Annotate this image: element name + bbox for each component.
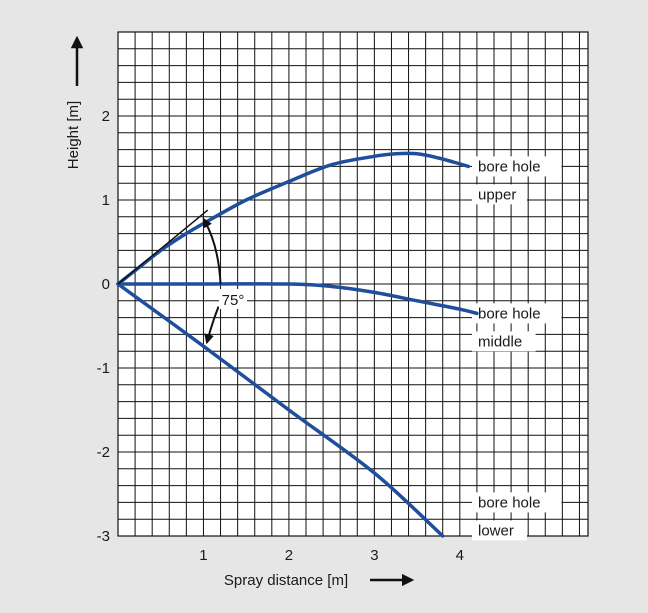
y-tick-label: 0 — [102, 276, 110, 293]
series-label-background — [472, 303, 562, 324]
angle-arrow-down — [204, 306, 220, 345]
series-label-background — [472, 520, 527, 541]
x-tick-label: 1 — [199, 547, 207, 564]
series-label: upper — [478, 186, 516, 203]
series-label: bore hole — [478, 494, 541, 511]
y-tick-label: 2 — [102, 108, 110, 125]
y-axis-label: Height [m] — [65, 101, 82, 169]
series-label-background — [472, 156, 562, 177]
y-tick-label: -3 — [97, 528, 110, 545]
series-labels: bore hole upper bore hole middle bore hole lo… — [472, 156, 562, 541]
series-label: lower — [478, 522, 514, 539]
series-lower — [116, 282, 445, 538]
y-tick-label: 1 — [102, 192, 110, 209]
reference-tangent-line — [117, 209, 209, 285]
series-middle — [116, 282, 479, 316]
series-label-background — [472, 331, 536, 352]
series-lines — [116, 151, 479, 538]
series-label: middle — [478, 333, 522, 350]
series-upper — [116, 151, 471, 286]
tick-labels: 1 2 3 4 2 1 0 -1 -2 -3 — [97, 108, 464, 564]
y-tick-label: -2 — [97, 444, 110, 461]
angle-label: 75° — [222, 292, 245, 309]
series-label-background — [472, 184, 527, 205]
series-label-background — [472, 492, 562, 513]
angle-label-background — [219, 289, 247, 309]
x-tick-label: 2 — [285, 547, 293, 564]
x-tick-label: 3 — [370, 547, 378, 564]
series-label: bore hole — [478, 305, 541, 322]
x-axis-label: Spray distance [m] — [224, 572, 348, 589]
x-tick-label: 4 — [456, 547, 464, 564]
angle-arrow-up — [202, 217, 222, 285]
series-label: bore hole — [478, 158, 541, 175]
y-tick-label: -1 — [97, 360, 110, 377]
